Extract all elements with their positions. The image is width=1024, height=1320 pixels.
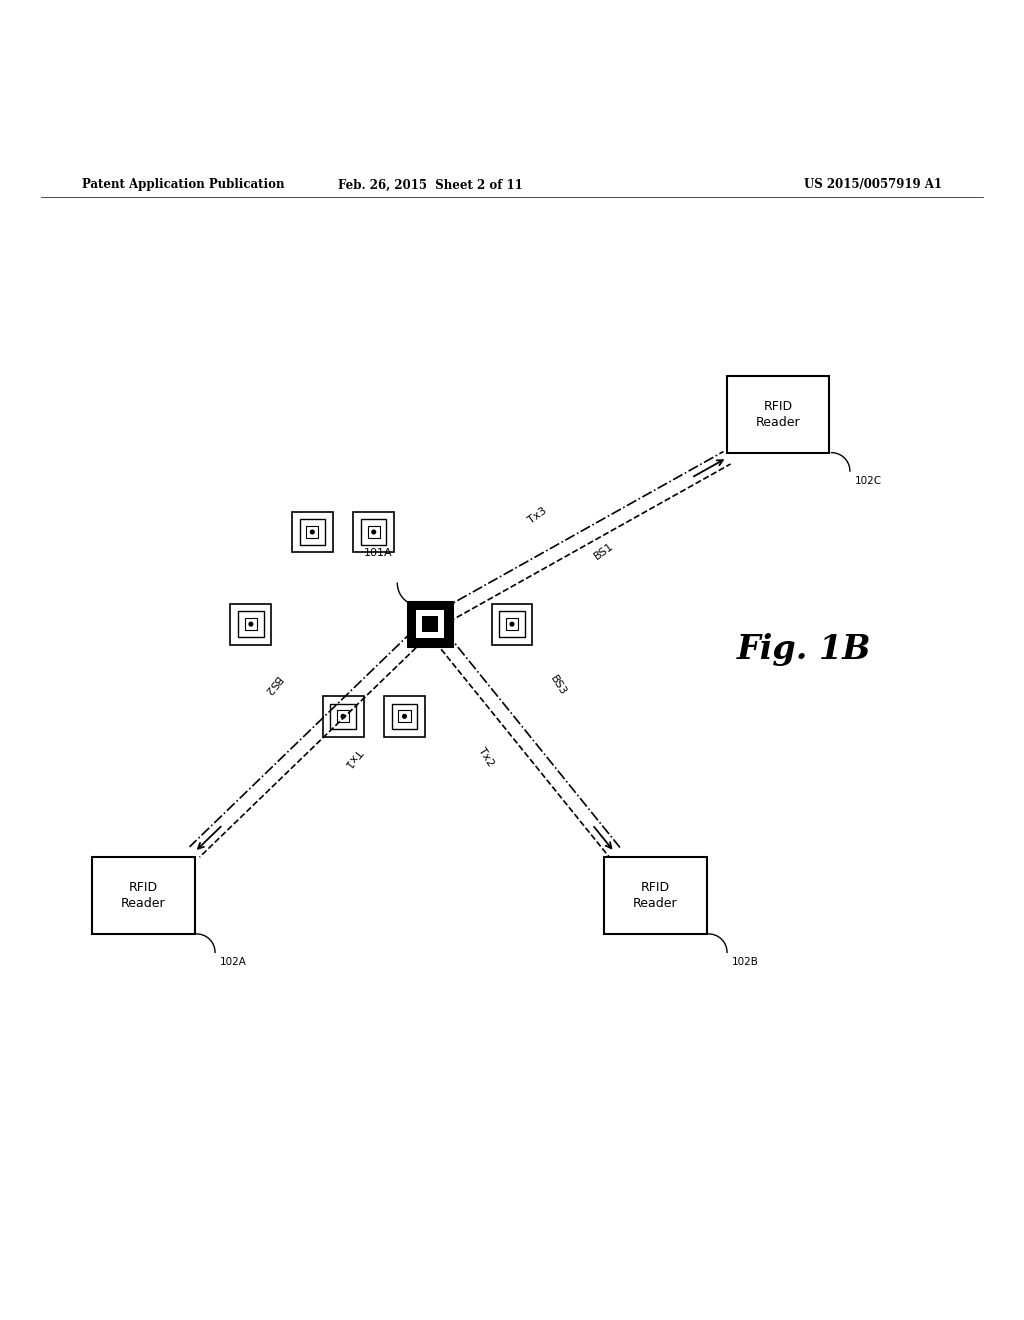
Bar [361, 519, 386, 545]
Bar [337, 710, 349, 722]
Text: BS3: BS3 [548, 673, 568, 697]
Text: Patent Application Publication: Patent Application Publication [82, 178, 285, 191]
Circle shape [249, 622, 253, 626]
Bar [245, 618, 257, 631]
Bar [398, 710, 411, 722]
Bar [300, 519, 325, 545]
Text: RFID
Reader: RFID Reader [121, 880, 166, 909]
Text: Tx2: Tx2 [477, 746, 496, 768]
Bar [292, 512, 333, 553]
Bar [500, 611, 524, 636]
Text: RFID
Reader: RFID Reader [756, 400, 801, 429]
Text: Tx3: Tx3 [526, 506, 549, 525]
Bar [492, 603, 532, 644]
Circle shape [341, 714, 345, 718]
Text: 102B: 102B [732, 957, 759, 968]
Text: 102C: 102C [855, 477, 882, 486]
Bar [416, 610, 444, 638]
Bar [92, 857, 195, 935]
Text: 101A: 101A [364, 548, 392, 557]
Bar [323, 696, 364, 737]
Circle shape [402, 714, 407, 718]
Bar [392, 704, 417, 729]
Bar [727, 376, 829, 453]
Bar [422, 616, 438, 632]
Text: 102A: 102A [220, 957, 247, 968]
Circle shape [310, 531, 314, 533]
Bar [353, 512, 394, 553]
Text: RFID
Reader: RFID Reader [633, 880, 678, 909]
Bar [506, 618, 518, 631]
Text: Fig. 1B: Fig. 1B [737, 634, 871, 667]
Text: BS2: BS2 [261, 675, 282, 697]
Text: US 2015/0057919 A1: US 2015/0057919 A1 [804, 178, 942, 191]
Circle shape [372, 531, 376, 533]
Bar [230, 603, 271, 644]
Bar [306, 525, 318, 539]
Bar [408, 602, 453, 647]
Bar [239, 611, 263, 636]
Bar [384, 696, 425, 737]
Bar [331, 704, 355, 729]
Bar [368, 525, 380, 539]
Bar [604, 857, 707, 935]
Text: Tx1: Tx1 [343, 747, 364, 768]
Text: BS1: BS1 [593, 541, 615, 561]
Circle shape [510, 622, 514, 626]
Text: Feb. 26, 2015  Sheet 2 of 11: Feb. 26, 2015 Sheet 2 of 11 [338, 178, 522, 191]
